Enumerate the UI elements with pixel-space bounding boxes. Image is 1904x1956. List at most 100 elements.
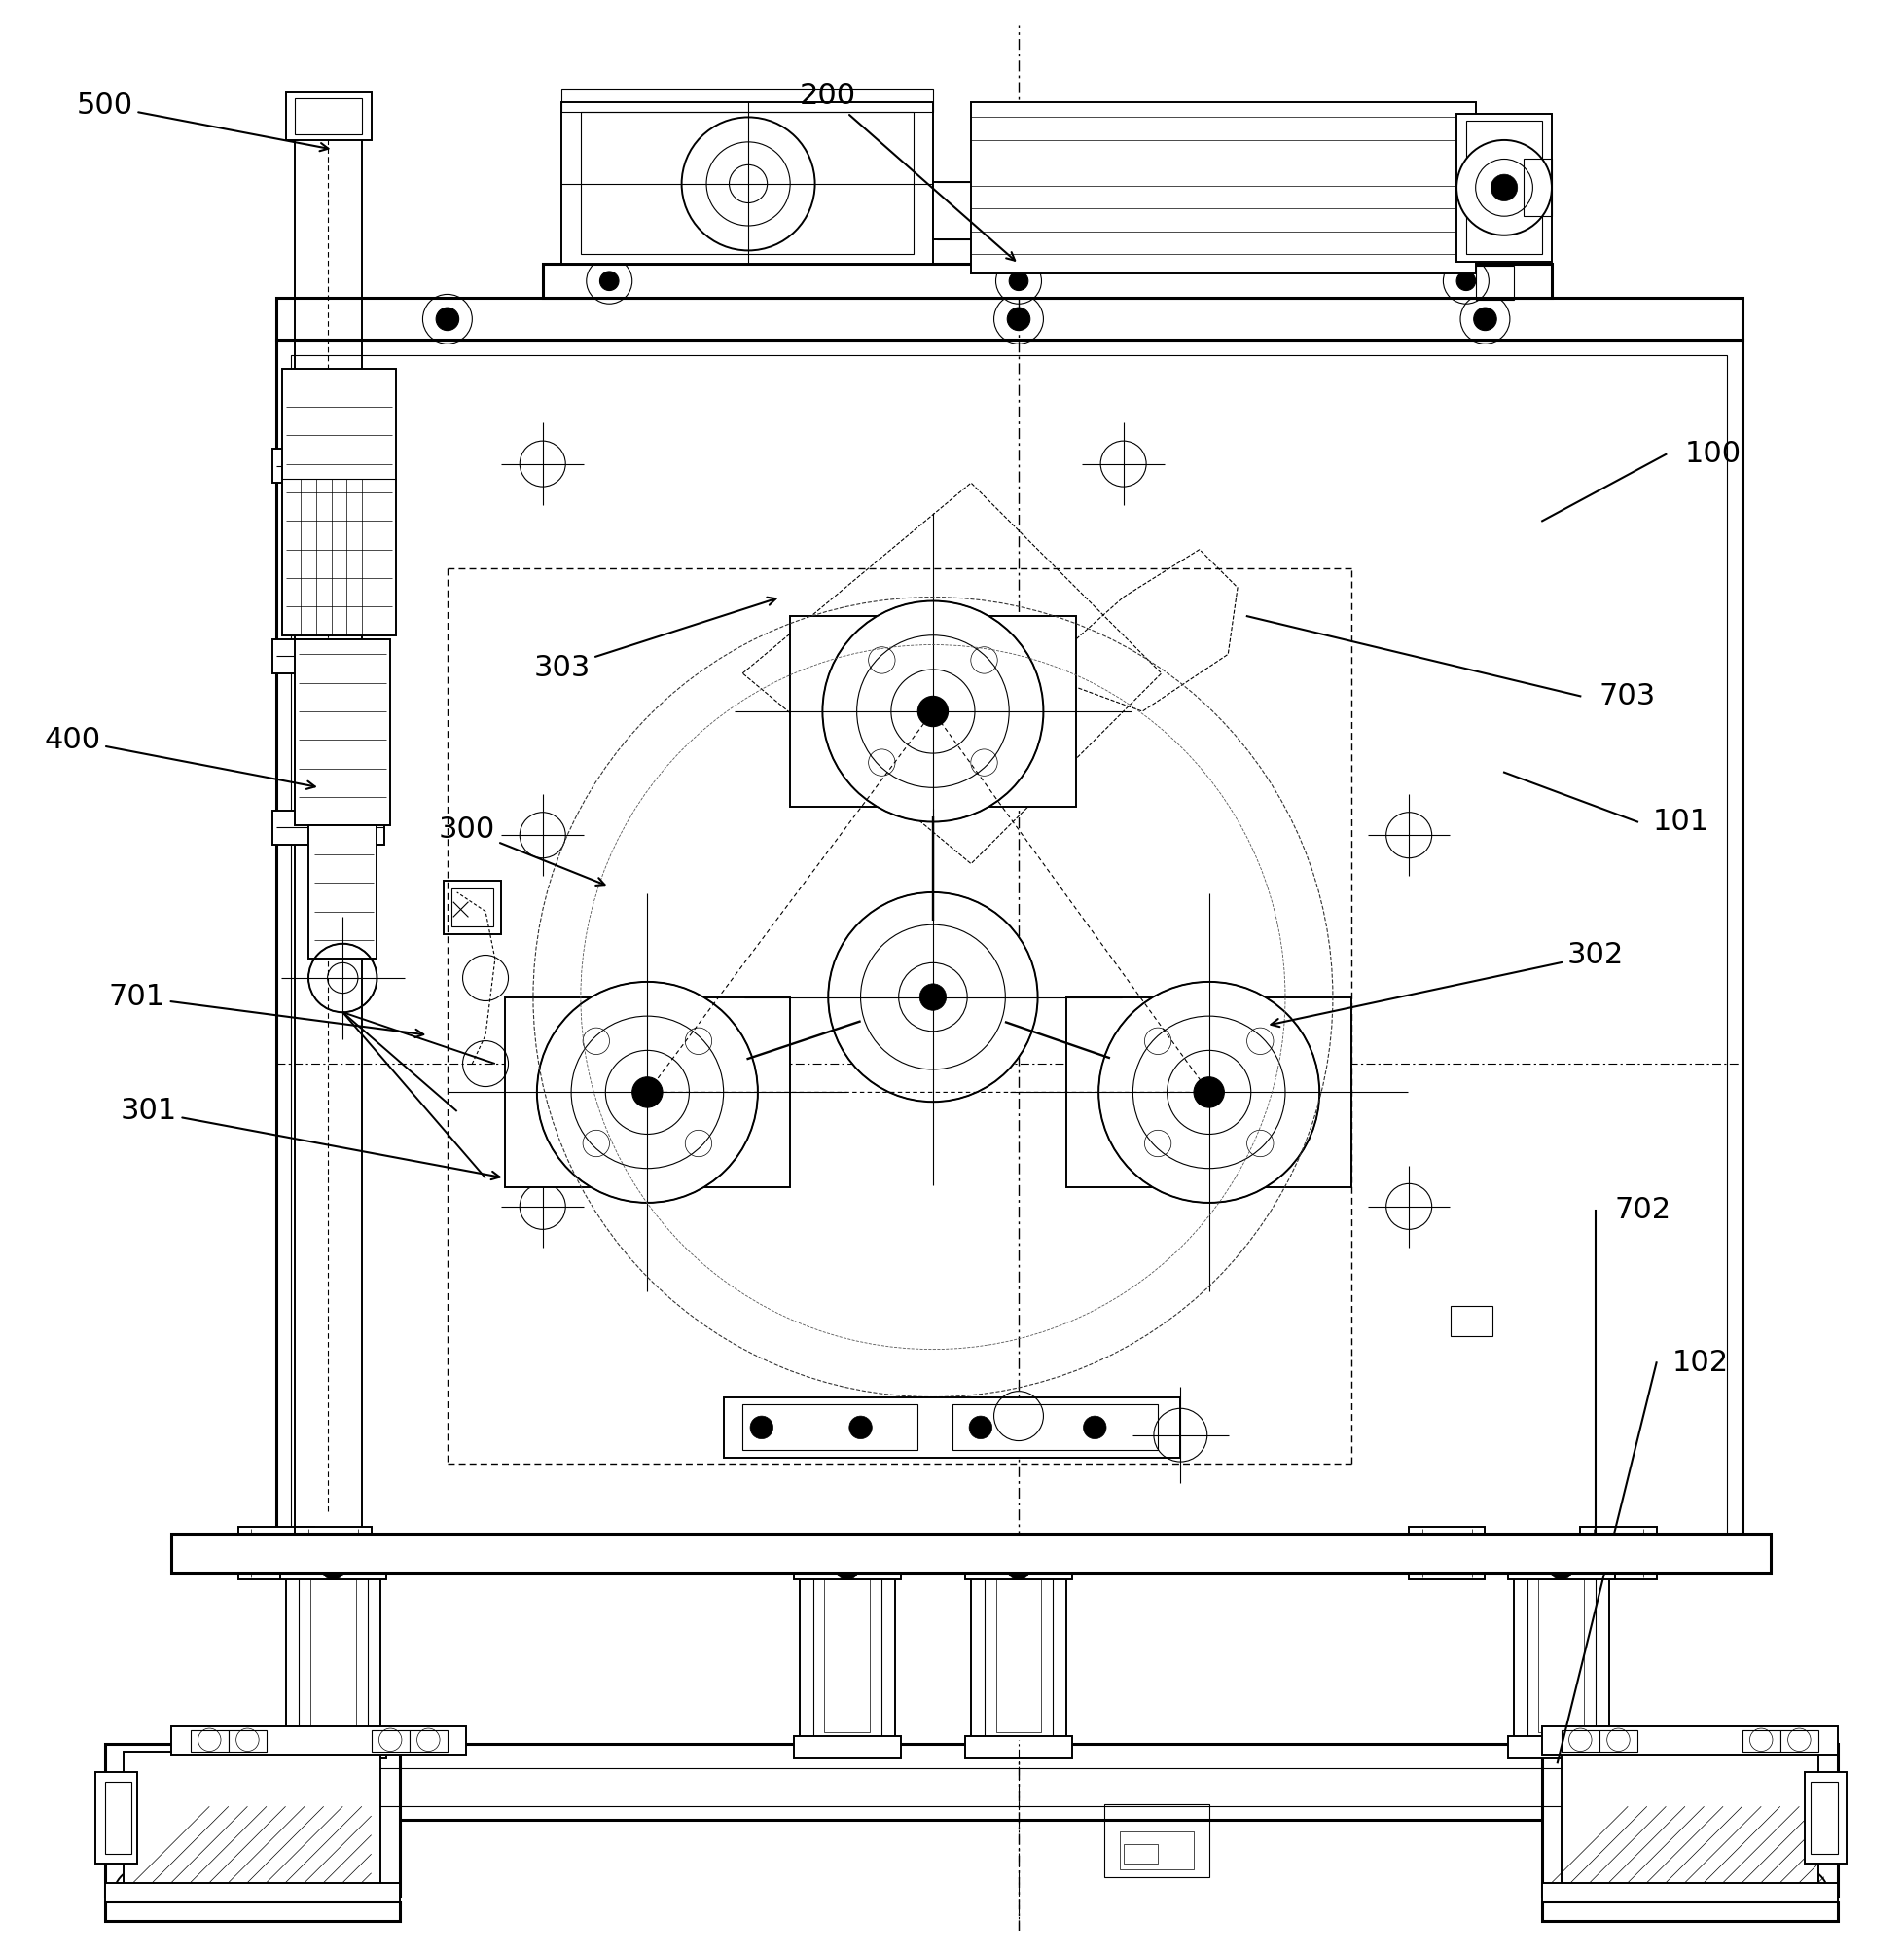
Bar — [800, 1573, 895, 1739]
Text: 400: 400 — [44, 726, 314, 788]
Bar — [505, 998, 790, 1187]
Bar — [790, 616, 1076, 806]
Bar — [1542, 1901, 1837, 1921]
Bar — [1542, 1882, 1837, 1911]
Bar — [1561, 1731, 1599, 1751]
Bar — [295, 640, 390, 825]
Text: 302: 302 — [1272, 941, 1624, 1027]
Text: 102: 102 — [1672, 1348, 1729, 1377]
Bar — [238, 1526, 314, 1580]
Text: 701: 701 — [109, 984, 423, 1037]
Circle shape — [1007, 1557, 1030, 1580]
Bar — [276, 340, 1742, 1559]
Bar — [95, 1772, 137, 1864]
Bar — [272, 448, 385, 483]
Bar — [1514, 1573, 1609, 1739]
Bar — [299, 1573, 367, 1739]
Text: 101: 101 — [1653, 808, 1710, 835]
Bar — [1476, 266, 1514, 299]
Circle shape — [600, 272, 619, 291]
Bar — [1561, 1751, 1818, 1888]
Bar — [996, 1580, 1041, 1733]
Text: 300: 300 — [438, 816, 605, 886]
Bar — [543, 264, 1552, 297]
Circle shape — [849, 1416, 872, 1440]
Bar — [105, 1901, 400, 1921]
Bar — [1523, 158, 1552, 217]
Bar — [272, 640, 385, 673]
Circle shape — [836, 1557, 859, 1580]
Bar — [1451, 1305, 1493, 1336]
Circle shape — [1009, 272, 1028, 291]
Bar — [1409, 1526, 1485, 1580]
Bar — [171, 1727, 466, 1755]
Bar — [1508, 1557, 1615, 1580]
Bar — [276, 297, 1742, 340]
Bar — [286, 92, 371, 141]
Bar — [952, 1404, 1158, 1449]
Bar — [282, 368, 396, 636]
Circle shape — [918, 696, 948, 726]
Bar — [295, 98, 362, 135]
Text: 500: 500 — [76, 92, 327, 151]
Text: 100: 100 — [1685, 440, 1742, 467]
Bar — [1457, 113, 1552, 262]
Circle shape — [828, 892, 1038, 1101]
Bar — [824, 1580, 870, 1733]
Bar — [124, 1751, 381, 1888]
Bar — [1542, 1727, 1837, 1755]
Bar — [562, 102, 933, 264]
Bar — [371, 1731, 409, 1751]
Bar — [1466, 121, 1542, 254]
Bar — [291, 356, 1727, 1543]
Bar — [724, 1397, 1180, 1457]
Bar — [965, 1557, 1072, 1580]
Bar — [444, 880, 501, 935]
Circle shape — [1457, 141, 1552, 235]
Circle shape — [1474, 307, 1497, 331]
Bar — [1104, 1805, 1209, 1878]
Bar — [272, 810, 385, 845]
Bar — [280, 1557, 387, 1580]
Bar — [105, 1743, 400, 1895]
Bar — [971, 102, 1476, 274]
Bar — [276, 297, 1742, 340]
Circle shape — [920, 984, 946, 1011]
Bar — [1120, 1831, 1194, 1870]
Circle shape — [1550, 1557, 1573, 1580]
Bar — [1066, 998, 1352, 1187]
Circle shape — [632, 1078, 663, 1107]
Bar — [1580, 1526, 1656, 1580]
Bar — [1538, 1580, 1584, 1733]
Circle shape — [969, 1416, 992, 1440]
Bar — [933, 182, 975, 239]
Bar — [190, 1731, 228, 1751]
Bar — [1805, 1772, 1847, 1864]
Bar — [794, 1737, 901, 1758]
Text: 301: 301 — [120, 1097, 499, 1179]
Circle shape — [322, 1557, 345, 1580]
Circle shape — [1194, 1078, 1224, 1107]
Bar — [1123, 1845, 1158, 1864]
Text: 303: 303 — [533, 597, 777, 683]
Text: 200: 200 — [800, 82, 1015, 260]
Bar — [965, 1737, 1072, 1758]
Bar — [308, 825, 377, 958]
Bar — [1599, 1731, 1637, 1751]
Bar — [562, 88, 933, 111]
Bar — [409, 1731, 447, 1751]
Text: 702: 702 — [1615, 1197, 1672, 1224]
Circle shape — [537, 982, 758, 1203]
Bar — [1742, 1731, 1780, 1751]
Bar — [228, 1731, 267, 1751]
Bar — [581, 111, 914, 254]
Bar — [451, 888, 493, 927]
Bar — [743, 1404, 918, 1449]
Bar — [105, 1882, 400, 1911]
Text: 703: 703 — [1599, 683, 1656, 710]
Circle shape — [1099, 982, 1319, 1203]
Bar — [984, 1573, 1053, 1739]
Bar — [171, 1534, 1771, 1573]
Circle shape — [1083, 1416, 1106, 1440]
Bar — [794, 1557, 901, 1580]
